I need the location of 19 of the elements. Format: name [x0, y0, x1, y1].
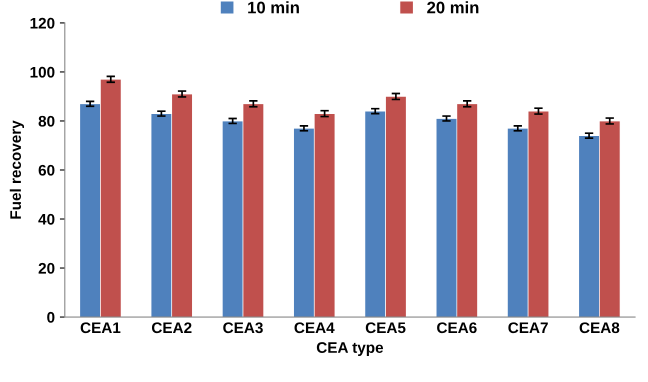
- x-tick-label: CEA4: [294, 322, 335, 334]
- x-tick-label: CEA6: [437, 322, 477, 334]
- x-tick-label: CEA2: [152, 322, 192, 334]
- y-axis-title: Fuel recovery: [10, 120, 24, 219]
- y-tick-label: 80: [38, 116, 54, 127]
- legend-label: 20 min: [427, 1, 478, 14]
- y-tick-label: 0: [47, 312, 54, 323]
- legend-label: 10 min: [248, 1, 299, 14]
- x-tick-label: CEA5: [366, 322, 406, 334]
- x-tick-label: CEA3: [223, 322, 263, 334]
- y-tick-label: 100: [30, 66, 54, 78]
- x-tick-label: CEA7: [508, 322, 548, 334]
- y-tick-label: 120: [30, 18, 54, 29]
- y-tick-label: 20: [38, 262, 54, 274]
- x-tick-label: CEA1: [80, 322, 120, 334]
- y-tick-label: 60: [38, 164, 54, 176]
- x-axis-title: CEA type: [316, 342, 384, 356]
- y-tick-label: 40: [38, 214, 54, 225]
- x-tick-label: CEA8: [580, 322, 620, 334]
